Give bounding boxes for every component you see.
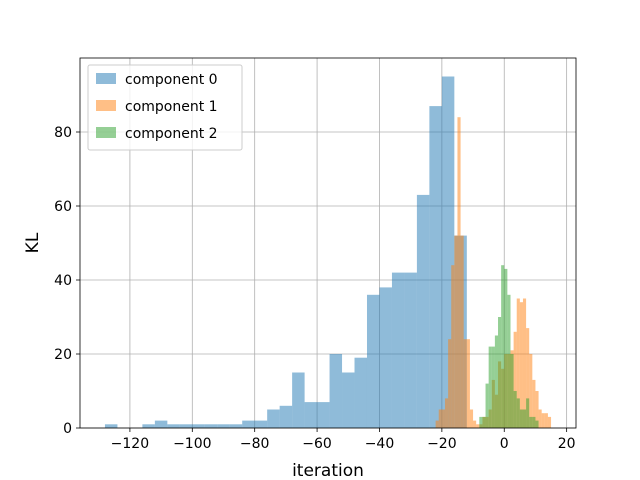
x-tick-label: −60 xyxy=(302,436,332,452)
histogram-bar xyxy=(217,424,230,428)
histogram-bar xyxy=(516,398,520,428)
histogram-bar xyxy=(292,372,305,428)
histogram-bar xyxy=(204,424,218,428)
bars-layer xyxy=(104,76,552,428)
x-tick-label: −40 xyxy=(365,436,395,452)
y-tick-label: 0 xyxy=(63,421,72,437)
histogram-bar xyxy=(522,298,527,428)
histogram-bar xyxy=(535,391,539,428)
histogram-bar xyxy=(379,287,392,428)
histogram-bar xyxy=(391,272,405,428)
histogram-bar xyxy=(507,294,511,428)
histogram-bar xyxy=(242,420,255,428)
x-tick-label: 20 xyxy=(558,436,576,452)
histogram-bar xyxy=(479,416,483,428)
histogram-bar xyxy=(444,398,449,428)
legend-swatch-component-1 xyxy=(96,100,116,111)
legend-box xyxy=(87,64,243,151)
histogram-bar xyxy=(485,383,489,428)
histogram-bar xyxy=(317,402,330,428)
histogram-bar xyxy=(142,424,155,428)
histogram-bar xyxy=(366,294,380,428)
histogram-bar xyxy=(476,424,480,428)
histogram-bar xyxy=(441,409,445,428)
histogram-bar xyxy=(529,416,533,428)
series-component-2 xyxy=(479,265,539,428)
histogram-bar xyxy=(510,354,514,428)
histogram-bar xyxy=(519,409,523,428)
histogram-bar xyxy=(526,328,530,428)
legend-swatch-component-2 xyxy=(96,127,116,138)
histogram-bar xyxy=(104,424,118,428)
histogram-bar xyxy=(454,235,458,428)
x-tick-label: 0 xyxy=(500,436,509,452)
histogram-bar xyxy=(519,302,523,428)
histogram-bar xyxy=(167,424,180,428)
histogram-bar xyxy=(482,416,486,428)
legend-swatch-component-0 xyxy=(96,73,116,84)
x-axis-title: iteration xyxy=(292,461,364,480)
histogram-bar xyxy=(538,409,542,428)
histogram-bar xyxy=(516,298,520,428)
histogram-bar xyxy=(466,339,470,428)
histogram-bar xyxy=(469,409,474,428)
histogram-bar xyxy=(501,265,505,428)
histogram-bar xyxy=(154,420,168,428)
histogram-bar xyxy=(451,265,455,428)
histogram-bar xyxy=(532,416,536,428)
histogram-bar xyxy=(304,402,318,428)
histogram-bar xyxy=(179,424,193,428)
histogram-bar xyxy=(488,346,492,428)
histogram-bar xyxy=(532,379,536,428)
histogram-bar xyxy=(329,354,343,428)
histogram-bar xyxy=(435,420,439,428)
y-tick-label: 80 xyxy=(54,125,72,141)
x-tick-label: −100 xyxy=(173,436,211,452)
x-tick-label: −120 xyxy=(111,436,149,452)
histogram-bar xyxy=(535,420,539,428)
legend: component 0 component 1 component 2 xyxy=(87,64,243,151)
y-tick-label: 20 xyxy=(54,347,72,363)
histogram-bar xyxy=(498,317,502,428)
histogram-bar xyxy=(342,372,355,428)
y-tick-label: 40 xyxy=(54,273,72,289)
histogram-bar xyxy=(529,354,533,428)
histogram-bar xyxy=(460,235,464,428)
histogram-bar xyxy=(254,420,268,428)
histogram-bar xyxy=(404,272,417,428)
histogram-bar xyxy=(491,346,495,428)
histogram-bar xyxy=(463,339,467,428)
x-tick-label: −80 xyxy=(240,436,270,452)
histogram-bar xyxy=(448,339,452,428)
histogram-bar xyxy=(547,416,552,428)
histogram-bar xyxy=(522,409,527,428)
histogram-bar xyxy=(229,424,243,428)
axis-ticks: −120 −100 −80 −60 −40 −20 0 20 0 20 40 60 80 xyxy=(54,125,575,452)
y-tick-label: 60 xyxy=(54,199,72,215)
plot-frame xyxy=(79,57,577,429)
histogram-bar xyxy=(457,117,461,428)
histogram-bar xyxy=(279,405,293,428)
histogram-bar xyxy=(192,424,205,428)
histogram-bar xyxy=(429,106,442,428)
histogram-bar xyxy=(438,409,442,428)
histogram-bar xyxy=(526,398,530,428)
histogram-bar xyxy=(354,357,367,428)
legend-label-component-1: component 1 xyxy=(125,99,218,115)
y-axis-title: KL xyxy=(23,232,43,253)
histogram-bar xyxy=(513,391,517,428)
histogram-bar xyxy=(416,194,430,428)
histogram-bar xyxy=(544,413,548,428)
histogram-bar xyxy=(513,331,517,428)
histogram-bar xyxy=(473,420,477,428)
histogram-bar xyxy=(267,409,280,428)
legend-label-component-2: component 2 xyxy=(125,126,218,142)
legend-label-component-0: component 0 xyxy=(125,72,218,88)
histogram-bar xyxy=(504,268,508,428)
x-tick-label: −20 xyxy=(427,436,457,452)
histogram-bar xyxy=(494,335,499,428)
histogram-bar xyxy=(541,413,545,428)
